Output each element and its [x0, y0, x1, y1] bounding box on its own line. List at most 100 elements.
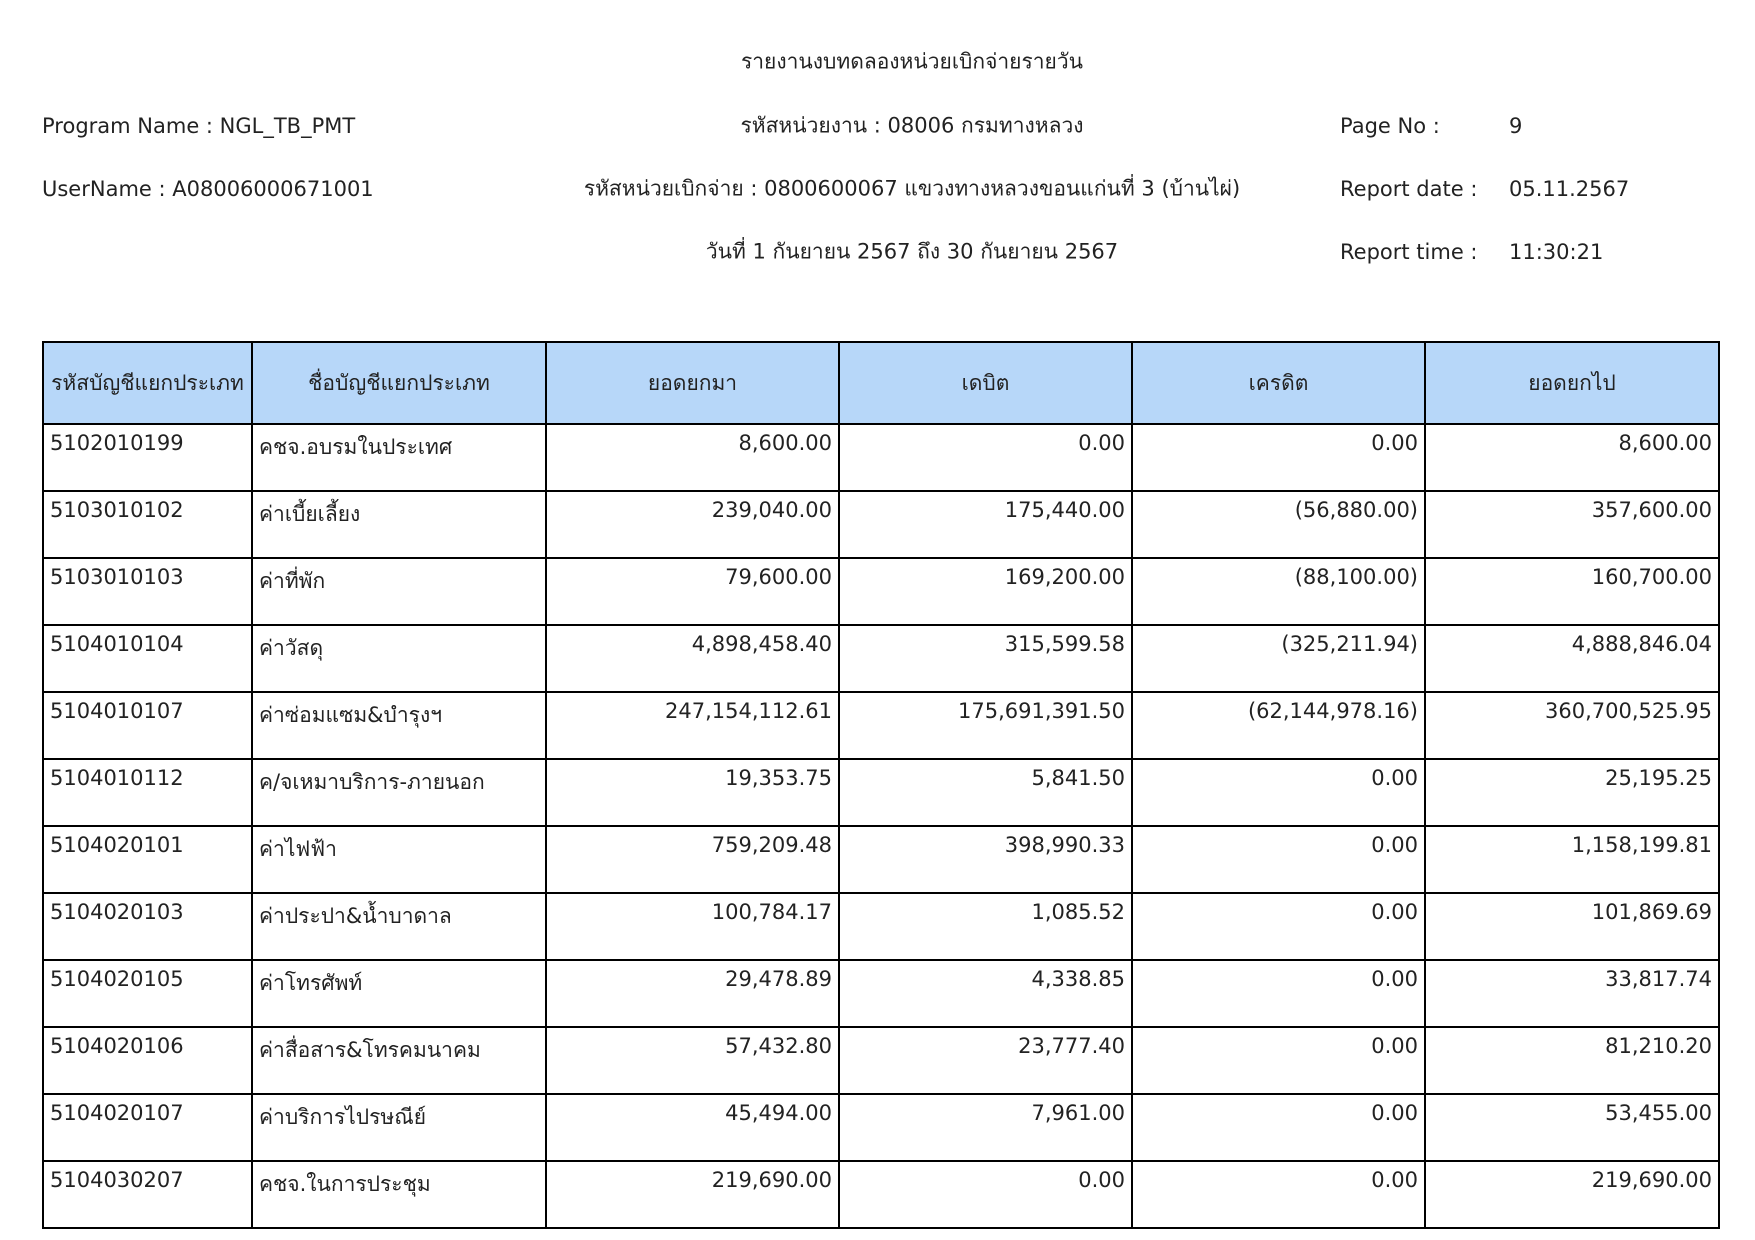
column-header: เดบิต — [838, 341, 1133, 425]
text-cell: ค่าบริการไปรษณีย์ — [251, 1093, 547, 1162]
text-cell: 5103010102 — [42, 490, 253, 559]
ledger-table: รหัสบัญชีแยกประเภท ชื่อบัญชีแยกประเภท ยอดย… — [42, 341, 1720, 1229]
report-title: รายงานงบทดลองหน่วยเบิกจ่ายรายวัน — [740, 49, 1084, 74]
amount-cell: 81,210.20 — [1424, 1026, 1720, 1095]
text-cell: 5104010112 — [42, 758, 253, 827]
amount-cell: 7,961.00 — [838, 1093, 1133, 1162]
table-row: 5104020107 ค่าบริการไปรษณีย์ 45,494.00 7,96… — [42, 1093, 1720, 1162]
amount-cell: 357,600.00 — [1424, 490, 1720, 559]
text-cell: 5102010199 — [42, 423, 253, 492]
amount-cell: 0.00 — [1131, 1160, 1426, 1229]
amount-cell: (325,211.94) — [1131, 624, 1426, 693]
text-cell: 5104020107 — [42, 1093, 253, 1162]
text-cell: ค่าซ่อมแซม&บำรุงฯ — [251, 691, 547, 760]
text-cell: ค/จเหมาบริการ-ภายนอก — [251, 758, 547, 827]
amount-cell: 8,600.00 — [1424, 423, 1720, 492]
amount-cell: 160,700.00 — [1424, 557, 1720, 626]
column-header: ยอดยกมา — [545, 341, 840, 425]
header-row: รหัสบัญชีแยกประเภท ชื่อบัญชีแยกประเภท ยอดย… — [42, 341, 1720, 425]
column-header: ชื่อบัญชีแยกประเภท — [251, 341, 547, 425]
amount-cell: 219,690.00 — [1424, 1160, 1720, 1229]
table-row: 5103010102 ค่าเบี้ยเลี้ยง 239,040.00 175,44… — [42, 490, 1720, 559]
amount-cell: 53,455.00 — [1424, 1093, 1720, 1162]
amount-cell: 175,691,391.50 — [838, 691, 1133, 760]
text-cell: ค่าไฟฟ้า — [251, 825, 547, 894]
amount-cell: 4,888,846.04 — [1424, 624, 1720, 693]
disburse-unit: รหัสหน่วยเบิกจ่าย : 0800600067 แขวงทางหล… — [583, 176, 1241, 201]
text-cell: 5103010103 — [42, 557, 253, 626]
amount-cell: (88,100.00) — [1131, 557, 1426, 626]
text-cell: ค่าสื่อสาร&โทรคมนาคม — [251, 1026, 547, 1095]
unit-code: รหัสหน่วยงาน : 08006 กรมทางหลวง — [740, 113, 1084, 138]
amount-cell: 315,599.58 — [838, 624, 1133, 693]
amount-cell: 175,440.00 — [838, 490, 1133, 559]
amount-cell: 239,040.00 — [545, 490, 840, 559]
amount-cell: 25,195.25 — [1424, 758, 1720, 827]
table-row: 5102010199 คชจ.อบรมในประเทศ 8,600.00 0.00 0.… — [42, 423, 1720, 492]
table-row: 5103010103 ค่าที่พัก 79,600.00 169,200.00 (8… — [42, 557, 1720, 626]
column-header: รหัสบัญชีแยกประเภท — [42, 341, 253, 425]
amount-cell: (56,880.00) — [1131, 490, 1426, 559]
text-cell: 5104020106 — [42, 1026, 253, 1095]
program-name: Program Name : NGL_TB_PMT — [42, 114, 356, 138]
amount-cell: 19,353.75 — [545, 758, 840, 827]
amount-cell: 169,200.00 — [838, 557, 1133, 626]
amount-cell: 759,209.48 — [545, 825, 840, 894]
table-row: 5104010104 ค่าวัสดุ 4,898,458.40 315,599.58… — [42, 624, 1720, 693]
text-cell: 5104020101 — [42, 825, 253, 894]
amount-cell: 0.00 — [1131, 892, 1426, 961]
text-cell: ค่าเบี้ยเลี้ยง — [251, 490, 547, 559]
amount-cell: 219,690.00 — [545, 1160, 840, 1229]
text-cell: 5104030207 — [42, 1160, 253, 1229]
text-cell: 5104020103 — [42, 892, 253, 961]
amount-cell: 57,432.80 — [545, 1026, 840, 1095]
amount-cell: 0.00 — [1131, 1026, 1426, 1095]
amount-cell: 0.00 — [1131, 758, 1426, 827]
table-row: 5104020105 ค่าโทรศัพท์ 29,478.89 4,338.85 0.… — [42, 959, 1720, 1028]
amount-cell: 398,990.33 — [838, 825, 1133, 894]
amount-cell: 4,898,458.40 — [545, 624, 840, 693]
table-row: 5104030207 คชจ.ในการประชุม 219,690.00 0.00 0… — [42, 1160, 1720, 1229]
amount-cell: 8,600.00 — [545, 423, 840, 492]
amount-cell: 5,841.50 — [838, 758, 1133, 827]
amount-cell: 45,494.00 — [545, 1093, 840, 1162]
amount-cell: 0.00 — [838, 1160, 1133, 1229]
table-row: 5104020106 ค่าสื่อสาร&โทรคมนาคม 57,432.80 2… — [42, 1026, 1720, 1095]
report-date-label: Report date : — [1340, 177, 1478, 201]
text-cell: ค่าวัสดุ — [251, 624, 547, 693]
amount-cell: 0.00 — [1131, 825, 1426, 894]
amount-cell: 0.00 — [1131, 1093, 1426, 1162]
amount-cell: 0.00 — [1131, 423, 1426, 492]
amount-cell: 247,154,112.61 — [545, 691, 840, 760]
column-header: ยอดยกไป — [1424, 341, 1720, 425]
table-row: 5104010112 ค/จเหมาบริการ-ภายนอก 19,353.75 5… — [42, 758, 1720, 827]
amount-cell: (62,144,978.16) — [1131, 691, 1426, 760]
text-cell: ค่าประปา&น้ำบาดาล — [251, 892, 547, 961]
amount-cell: 1,085.52 — [838, 892, 1133, 961]
amount-cell: 1,158,199.81 — [1424, 825, 1720, 894]
amount-cell: 23,777.40 — [838, 1026, 1133, 1095]
report-time-label: Report time : — [1340, 240, 1478, 264]
amount-cell: 29,478.89 — [545, 959, 840, 1028]
username: UserName : A08006000671001 — [42, 177, 374, 201]
amount-cell: 101,869.69 — [1424, 892, 1720, 961]
text-cell: คชจ.อบรมในประเทศ — [251, 423, 547, 492]
text-cell: ค่าโทรศัพท์ — [251, 959, 547, 1028]
amount-cell: 100,784.17 — [545, 892, 840, 961]
amount-cell: 79,600.00 — [545, 557, 840, 626]
period: วันที่ 1 กันยายน 2567 ถึง 30 กันยายน 256… — [705, 239, 1119, 264]
table-row: 5104020101 ค่าไฟฟ้า 759,209.48 398,990.33 0.… — [42, 825, 1720, 894]
amount-cell: 0.00 — [1131, 959, 1426, 1028]
text-cell: คชจ.ในการประชุม — [251, 1160, 547, 1229]
report-date: 05.11.2567 — [1509, 177, 1630, 201]
page-no-label: Page No : — [1340, 114, 1440, 138]
table-row: 5104020103 ค่าประปา&น้ำบาดาล 100,784.17 1,0… — [42, 892, 1720, 961]
text-cell: 5104020105 — [42, 959, 253, 1028]
report-time: 11:30:21 — [1509, 240, 1604, 264]
column-header: เครดิต — [1131, 341, 1426, 425]
amount-cell: 0.00 — [838, 423, 1133, 492]
page-no: 9 — [1509, 114, 1523, 138]
table-row: 5104010107 ค่าซ่อมแซม&บำรุงฯ 247,154,112.6… — [42, 691, 1720, 760]
text-cell: ค่าที่พัก — [251, 557, 547, 626]
